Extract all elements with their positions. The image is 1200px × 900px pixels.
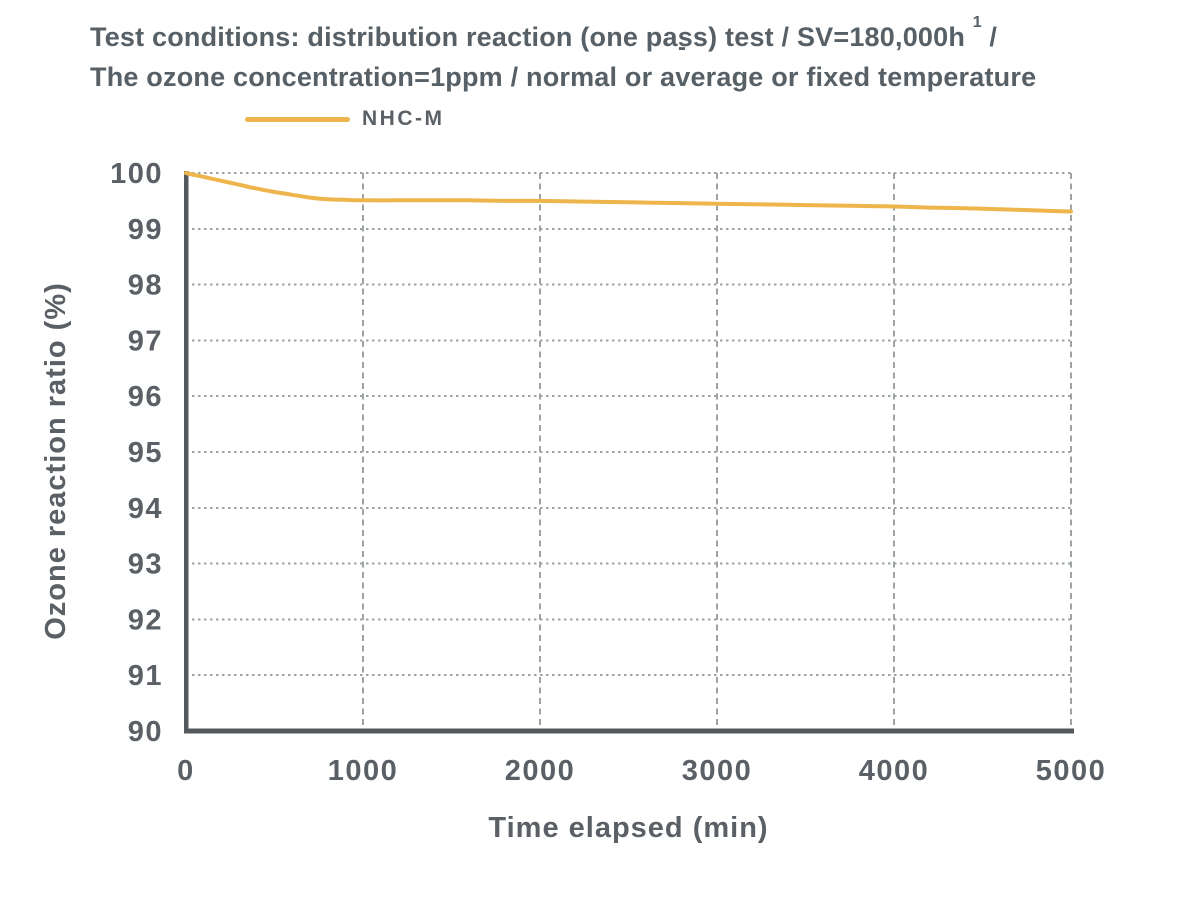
y-tick-label: 97 [128, 325, 163, 357]
y-tick-label: 98 [128, 270, 163, 302]
x-tick-label: 1000 [328, 755, 399, 787]
x-tick-label: 5000 [1036, 755, 1107, 787]
title-line2-tail: erage or fixed temperature [690, 62, 1037, 92]
series-line-nhc-m [184, 171, 1073, 214]
title-line2-text: The ozone concentration=1ppm / normal or… [90, 62, 676, 92]
chart-title: Test conditions: distribution reaction (… [90, 12, 1036, 97]
y-tick-label: 95 [128, 437, 163, 469]
title-line1-text: Test conditions: distribution reaction (… [90, 22, 973, 52]
y-tick-label: 90 [128, 716, 163, 748]
y-tick-label: 94 [128, 493, 163, 525]
legend-label: NHC-M [362, 107, 445, 130]
y-axis-title: Ozone reaction ratio (%) [40, 282, 72, 640]
y-tick-label: 100 [110, 158, 163, 190]
overbar-base: v [675, 62, 691, 92]
x-tick-label: 3000 [682, 755, 753, 787]
title-superscript: 1 [972, 14, 982, 31]
y-tick-label: 93 [128, 549, 163, 581]
y-tick-label: 99 [128, 214, 163, 246]
x-axis-title: Time elapsed (min) [488, 812, 769, 844]
y-tick-label: 96 [128, 381, 163, 413]
legend-line-swatch [245, 117, 350, 122]
x-tick-label: 2000 [505, 755, 576, 787]
title-line1-tail: / [981, 22, 998, 52]
overbar-character: -v [675, 36, 691, 97]
x-tick-label: 4000 [859, 755, 930, 787]
x-tick-label: 0 [177, 755, 195, 787]
y-tick-label: 91 [128, 660, 163, 692]
overbar-mark: - [677, 34, 687, 61]
chart-title-line1: Test conditions: distribution reaction (… [90, 12, 1036, 57]
y-tick-label: 92 [128, 604, 163, 636]
chart-title-line2: The ozone concentration=1ppm / normal or… [90, 36, 1037, 97]
